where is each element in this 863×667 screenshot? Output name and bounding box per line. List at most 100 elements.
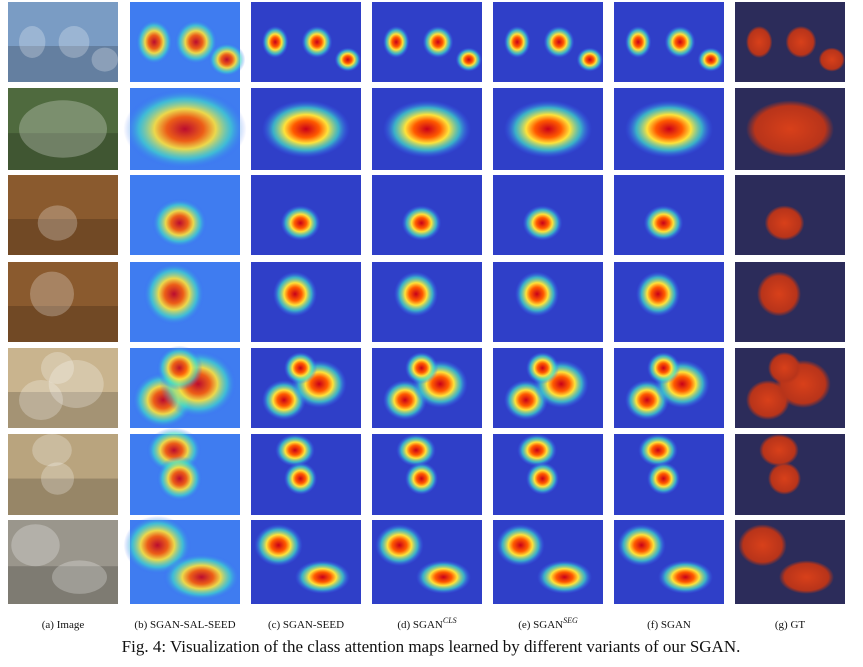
ground-truth-mask bbox=[746, 26, 773, 58]
tile-shade bbox=[8, 566, 118, 604]
label-text: (e) SGAN bbox=[518, 619, 563, 631]
attention-blob bbox=[643, 205, 684, 241]
attention-blob bbox=[383, 26, 410, 58]
attention-blob bbox=[174, 19, 218, 65]
attention-blob bbox=[394, 271, 438, 317]
ground-truth-mask bbox=[759, 434, 799, 467]
column-labels: (a) Image (b) SGAN-SAL-SEED (c) SGAN-SEED (… bbox=[42, 616, 806, 631]
tile-shade bbox=[8, 306, 118, 342]
label-superscript: CLS bbox=[443, 616, 457, 625]
label-superscript: SEG bbox=[563, 616, 578, 625]
label-text: (a) Image bbox=[42, 619, 85, 631]
attention-blob bbox=[405, 462, 438, 495]
attention-blob bbox=[280, 205, 321, 241]
ground-truth-mask bbox=[764, 205, 805, 241]
attention-blob bbox=[275, 434, 315, 467]
object bbox=[19, 380, 63, 420]
object bbox=[30, 271, 74, 317]
tile bbox=[8, 88, 118, 170]
ground-truth-mask bbox=[746, 100, 834, 158]
attention-blob bbox=[163, 553, 240, 601]
tile bbox=[8, 175, 118, 255]
attention-blob bbox=[522, 205, 563, 241]
column-label: (e) SGANSEG bbox=[518, 616, 578, 631]
attention-blob bbox=[151, 198, 208, 248]
object bbox=[41, 462, 74, 495]
ground-truth-mask bbox=[757, 271, 801, 317]
attention-blob bbox=[383, 100, 471, 158]
ground-truth-mask bbox=[738, 524, 787, 567]
figure-caption: Fig. 4: Visualization of the class atten… bbox=[122, 637, 741, 656]
ground-truth-mask bbox=[768, 462, 801, 495]
attention-blob bbox=[284, 462, 317, 495]
attention-blob bbox=[647, 352, 680, 384]
attention-blob bbox=[517, 434, 557, 467]
object bbox=[48, 360, 104, 408]
attention-blob bbox=[135, 19, 173, 65]
object bbox=[19, 100, 107, 158]
attention-blob bbox=[543, 26, 575, 58]
tile bbox=[8, 262, 118, 342]
column-label: (a) Image bbox=[42, 619, 85, 631]
ground-truth-mask bbox=[818, 47, 845, 72]
attention-blob bbox=[647, 462, 680, 495]
attention-blob bbox=[504, 100, 592, 158]
attention-blob bbox=[273, 271, 317, 317]
object bbox=[52, 560, 107, 594]
object bbox=[91, 47, 119, 72]
column-label: (b) SGAN-SAL-SEED bbox=[134, 619, 235, 631]
attention-blob bbox=[526, 462, 559, 495]
object bbox=[19, 26, 46, 58]
column-label: (c) SGAN-SEED bbox=[268, 619, 344, 631]
object bbox=[11, 524, 60, 567]
attention-blob bbox=[254, 524, 303, 567]
attention-blob bbox=[156, 455, 203, 502]
object bbox=[41, 352, 74, 384]
attention-blob bbox=[455, 47, 482, 72]
attention-blob bbox=[664, 26, 696, 58]
tile bbox=[8, 434, 118, 515]
label-text: (g) GT bbox=[775, 619, 806, 631]
attention-blob bbox=[422, 26, 454, 58]
attention-blob bbox=[638, 434, 678, 467]
tile bbox=[8, 348, 118, 428]
attention-blob bbox=[416, 560, 471, 594]
ground-truth-mask bbox=[768, 352, 801, 384]
attention-blob bbox=[262, 100, 350, 158]
attention-blob bbox=[625, 26, 652, 58]
image-grid bbox=[8, 2, 845, 604]
attention-blob bbox=[156, 345, 203, 391]
attention-blob bbox=[396, 434, 436, 467]
attention-blob bbox=[405, 352, 438, 384]
label-text: (c) SGAN-SEED bbox=[268, 619, 344, 631]
attention-blob bbox=[504, 26, 531, 58]
attention-blob bbox=[401, 205, 442, 241]
column-label: (f) SGAN bbox=[647, 619, 691, 631]
label-text: (f) SGAN bbox=[647, 619, 691, 631]
attention-blob bbox=[295, 560, 350, 594]
tile bbox=[8, 2, 118, 82]
attention-blob bbox=[617, 524, 666, 567]
label-text: (b) SGAN-SAL-SEED bbox=[134, 619, 235, 631]
attention-blob bbox=[636, 271, 680, 317]
attention-blob bbox=[143, 262, 205, 326]
object bbox=[58, 26, 90, 58]
attention-blob bbox=[123, 515, 192, 575]
attention-blob bbox=[301, 26, 333, 58]
attention-blob bbox=[625, 100, 713, 158]
attention-blob bbox=[515, 271, 559, 317]
tile-shade bbox=[8, 219, 118, 255]
attention-blob bbox=[208, 42, 246, 77]
ground-truth-mask bbox=[779, 560, 834, 594]
tile bbox=[8, 520, 118, 604]
column-label: (g) GT bbox=[775, 619, 806, 631]
attention-blob bbox=[576, 47, 603, 72]
attention-blob bbox=[537, 560, 592, 594]
tile-shade bbox=[8, 478, 118, 515]
object bbox=[37, 205, 78, 241]
attention-blob bbox=[334, 47, 361, 72]
attention-blob bbox=[697, 47, 724, 72]
attention-blob bbox=[658, 560, 713, 594]
attention-blob bbox=[123, 88, 247, 170]
